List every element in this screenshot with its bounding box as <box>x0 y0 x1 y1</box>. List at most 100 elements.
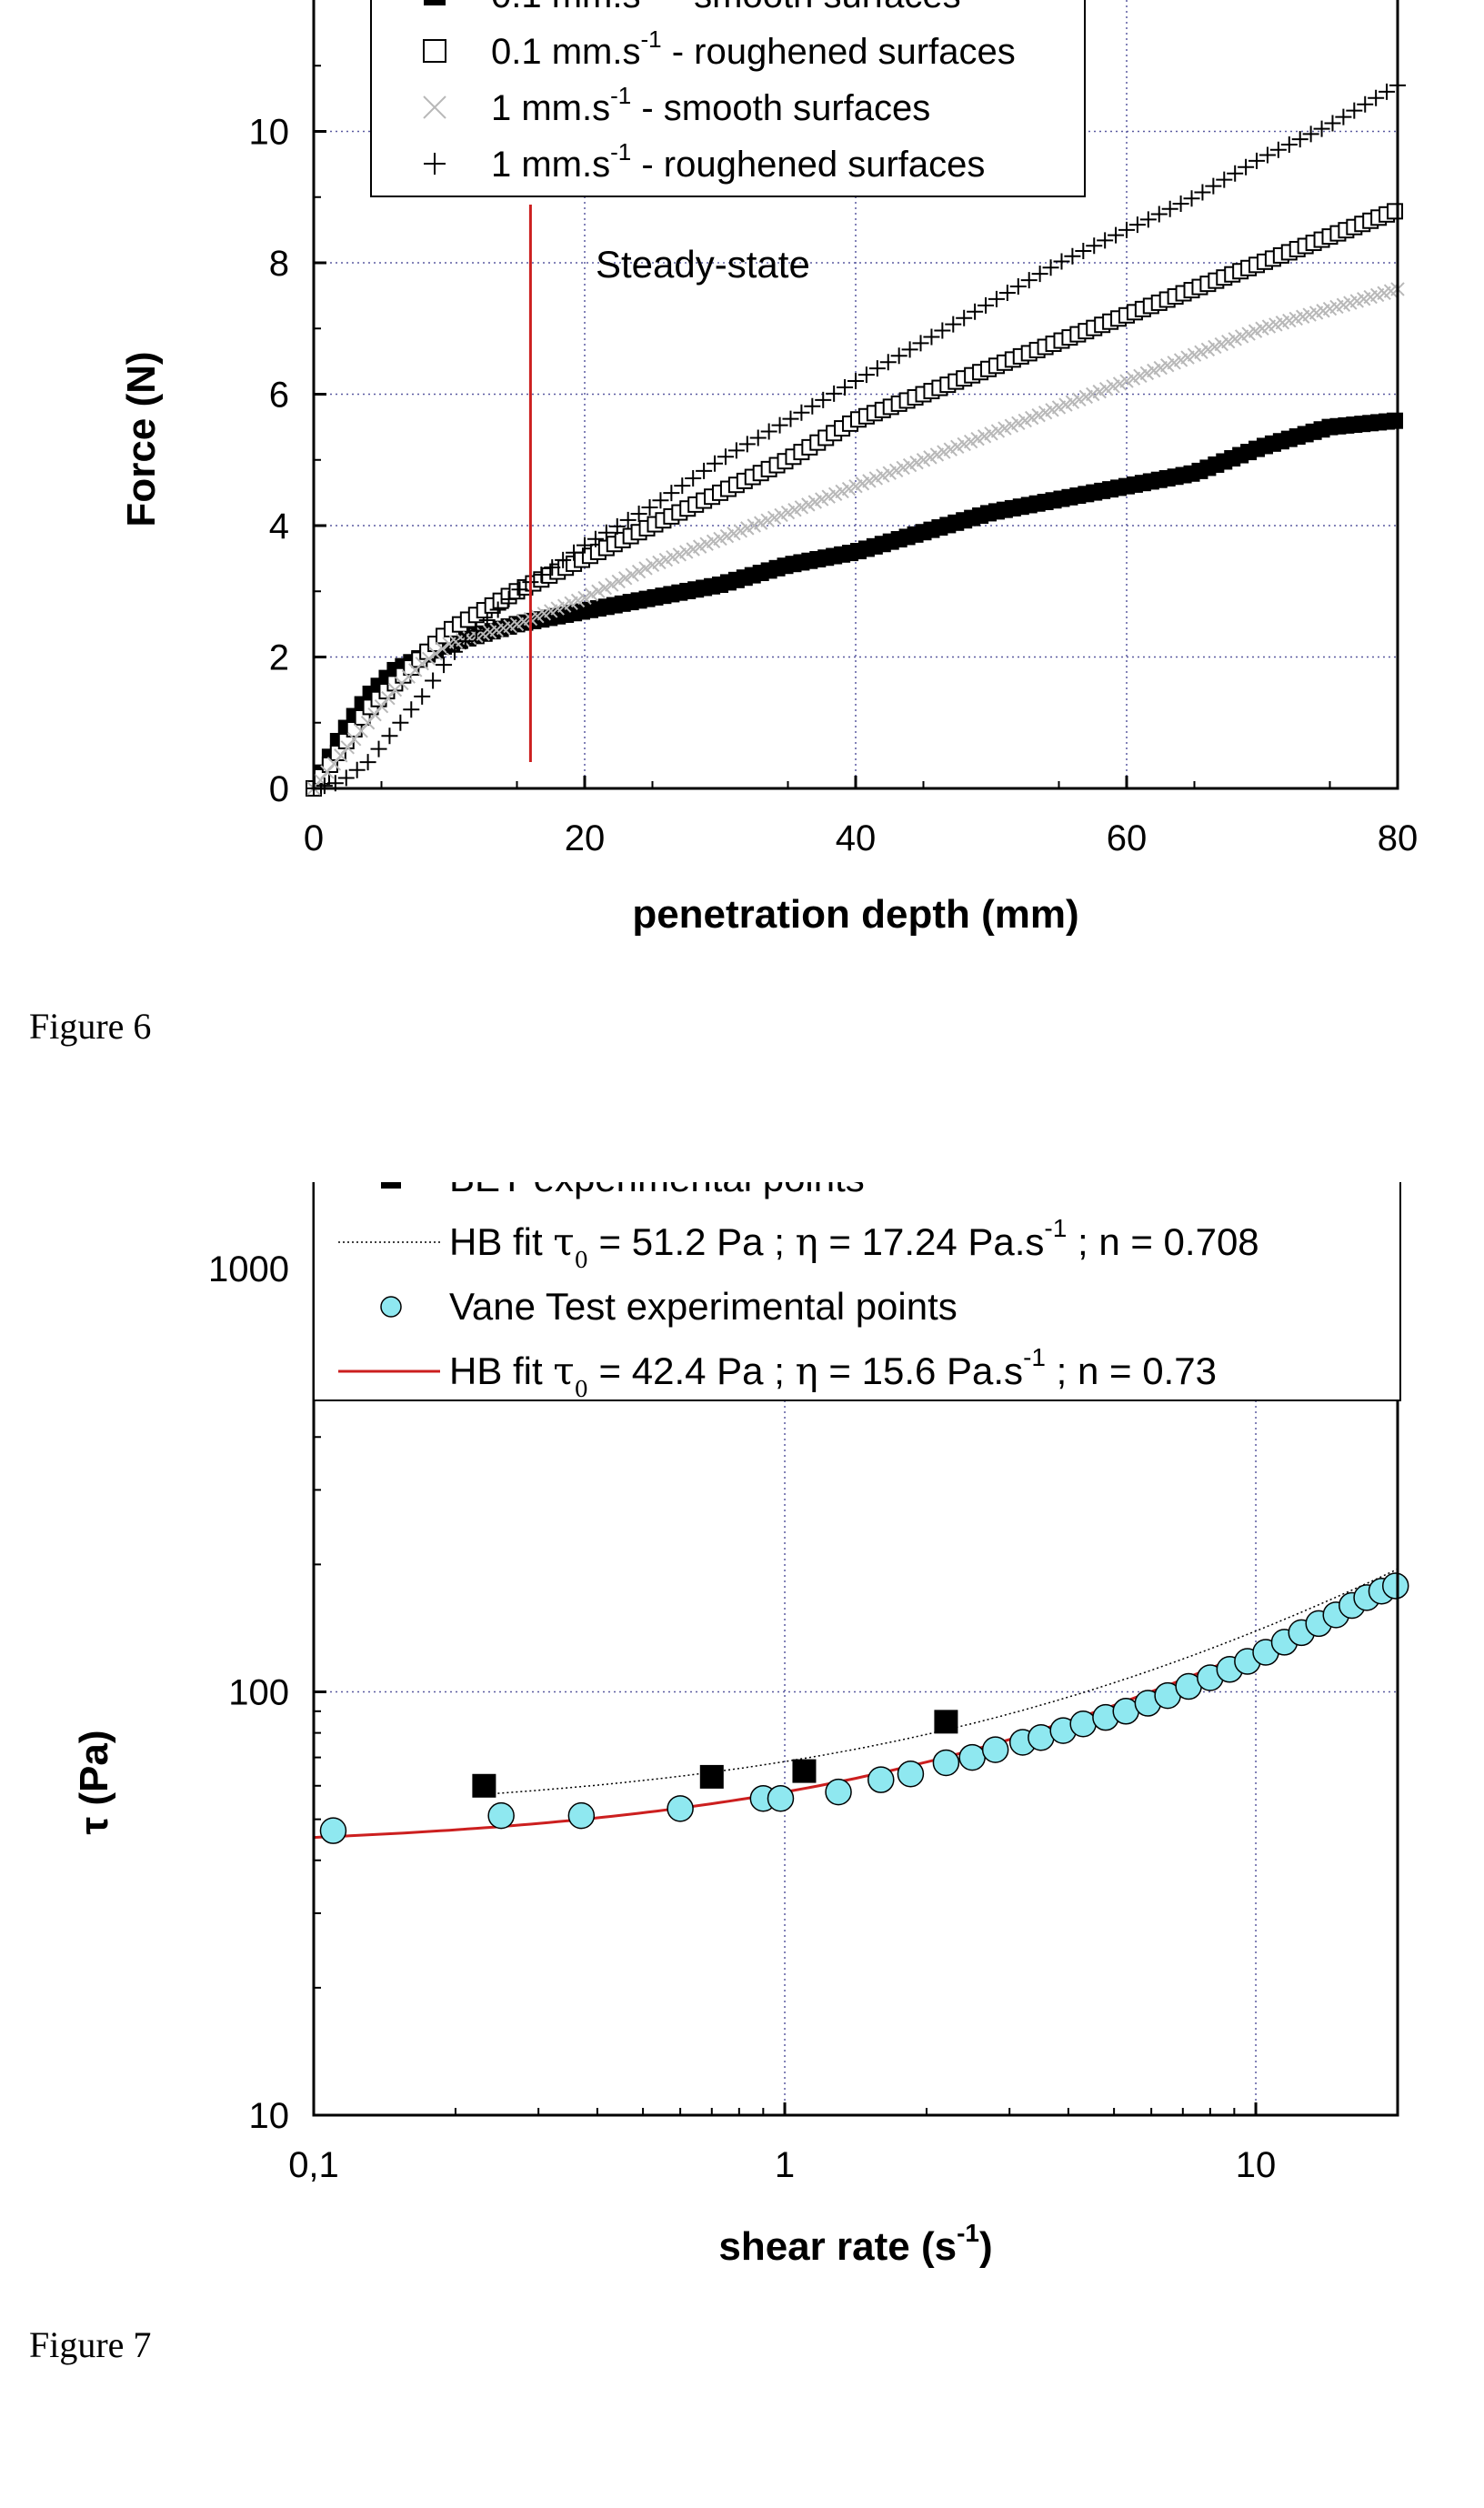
data-point <box>381 690 396 706</box>
y-tick-label: 0 <box>269 769 289 809</box>
data-point <box>1313 120 1330 137</box>
data-point <box>782 410 799 427</box>
data-point <box>591 584 606 598</box>
data-point <box>1064 247 1081 265</box>
data-point <box>815 391 832 408</box>
data-point <box>421 651 436 667</box>
data-point <box>1379 83 1396 100</box>
data-point <box>1042 259 1059 276</box>
data-point <box>625 567 639 582</box>
data-point <box>487 1801 515 1830</box>
data-point <box>467 622 485 639</box>
data-point <box>1335 108 1352 125</box>
data-point <box>346 732 362 747</box>
y-tick-label: 10 <box>249 113 290 153</box>
x-tick-label: 20 <box>565 818 606 858</box>
data-point <box>435 641 450 657</box>
data-point <box>685 469 702 487</box>
data-point <box>446 643 463 660</box>
legend-marker <box>424 153 446 175</box>
data-point <box>638 561 653 576</box>
data-point <box>577 590 592 606</box>
data-point <box>337 769 355 787</box>
data-point <box>577 537 593 554</box>
data-point <box>1258 146 1276 164</box>
data-point <box>617 571 633 586</box>
data-point <box>1387 412 1404 429</box>
legend-marker <box>423 95 446 119</box>
data-point <box>544 558 561 576</box>
data-point <box>998 284 1016 301</box>
hb-fit-vane-curve <box>313 1580 1399 1840</box>
legend-marker <box>424 0 446 5</box>
data-point <box>663 485 680 502</box>
data-point <box>1302 125 1319 143</box>
data-point <box>1280 135 1298 153</box>
data-point <box>1009 278 1027 296</box>
data-point <box>934 322 951 339</box>
data-point <box>981 1736 1009 1763</box>
y-tick-label: 100 <box>228 1673 289 1713</box>
data-point <box>804 397 821 415</box>
data-point <box>566 544 583 561</box>
data-point <box>436 657 453 674</box>
data-point <box>826 385 843 402</box>
legend-entry-text: HB fit τ0 = 51.2 Pa ; η = 17.24 Pa.s-1 ;… <box>449 1214 1259 1273</box>
data-point <box>567 1801 596 1830</box>
legend-entry-text: HB fit τ0 = 42.4 Pa ; η = 15.6 Pa.s-1 ; … <box>449 1343 1217 1402</box>
series-cyan-circle <box>319 1572 1409 1844</box>
data-point <box>1086 237 1103 255</box>
data-point <box>605 577 619 592</box>
data-point <box>511 581 528 598</box>
y-tick-label: 4 <box>269 507 289 547</box>
data-point <box>1227 165 1244 182</box>
legend-entry-text: 1 mm.s-1 - roughened surfaces <box>491 138 985 185</box>
data-point <box>792 1759 817 1783</box>
legend-entry-text: 0.1 mm.s-1 - smooth surfaces <box>491 0 961 15</box>
y-axis-label: Force (N) <box>119 351 164 527</box>
data-point <box>354 724 368 738</box>
data-point <box>360 716 376 730</box>
data-point <box>1248 152 1266 169</box>
data-point <box>707 455 724 472</box>
data-point <box>381 727 398 745</box>
data-point <box>619 511 637 528</box>
data-point <box>825 1778 852 1806</box>
data-point <box>738 436 756 453</box>
data-point <box>631 564 647 579</box>
figure-6-caption: Figure 6 <box>29 1006 152 1047</box>
data-point <box>958 1743 986 1771</box>
y-tick-label: 10 <box>249 2096 290 2136</box>
data-point <box>1269 141 1287 158</box>
legend: 0.1 mm.s-1 - smooth surfaces 0.1 mm.s-1 -… <box>370 0 1086 197</box>
data-point <box>674 477 691 495</box>
data-point <box>667 1795 694 1822</box>
data-point <box>760 423 777 440</box>
legend-entry-text: 0.1 mm.s-1 - roughened surfaces <box>491 25 1016 72</box>
data-point <box>555 551 572 568</box>
series-1 <box>306 203 1404 797</box>
data-point <box>847 373 864 390</box>
data-point <box>472 1773 496 1798</box>
series-0 <box>306 412 1404 797</box>
data-point <box>1194 184 1211 201</box>
data-point <box>320 765 335 779</box>
data-point <box>1020 272 1038 289</box>
data-point <box>1118 221 1135 238</box>
data-point <box>584 587 599 602</box>
data-point <box>414 687 431 705</box>
axes-frame <box>312 1182 1399 2117</box>
series-2 <box>306 282 1405 796</box>
data-point <box>533 567 550 584</box>
x-axis-label: shear rate (s-1) <box>718 2219 992 2269</box>
data-point <box>717 448 734 466</box>
data-point <box>1150 206 1168 223</box>
data-point <box>370 740 387 757</box>
x-tick-label: 40 <box>836 818 877 858</box>
data-point <box>1387 203 1404 220</box>
data-point <box>392 714 409 731</box>
data-point <box>912 335 929 352</box>
y-tick-label: 2 <box>269 638 289 678</box>
data-point <box>879 354 897 371</box>
data-point <box>793 404 810 421</box>
